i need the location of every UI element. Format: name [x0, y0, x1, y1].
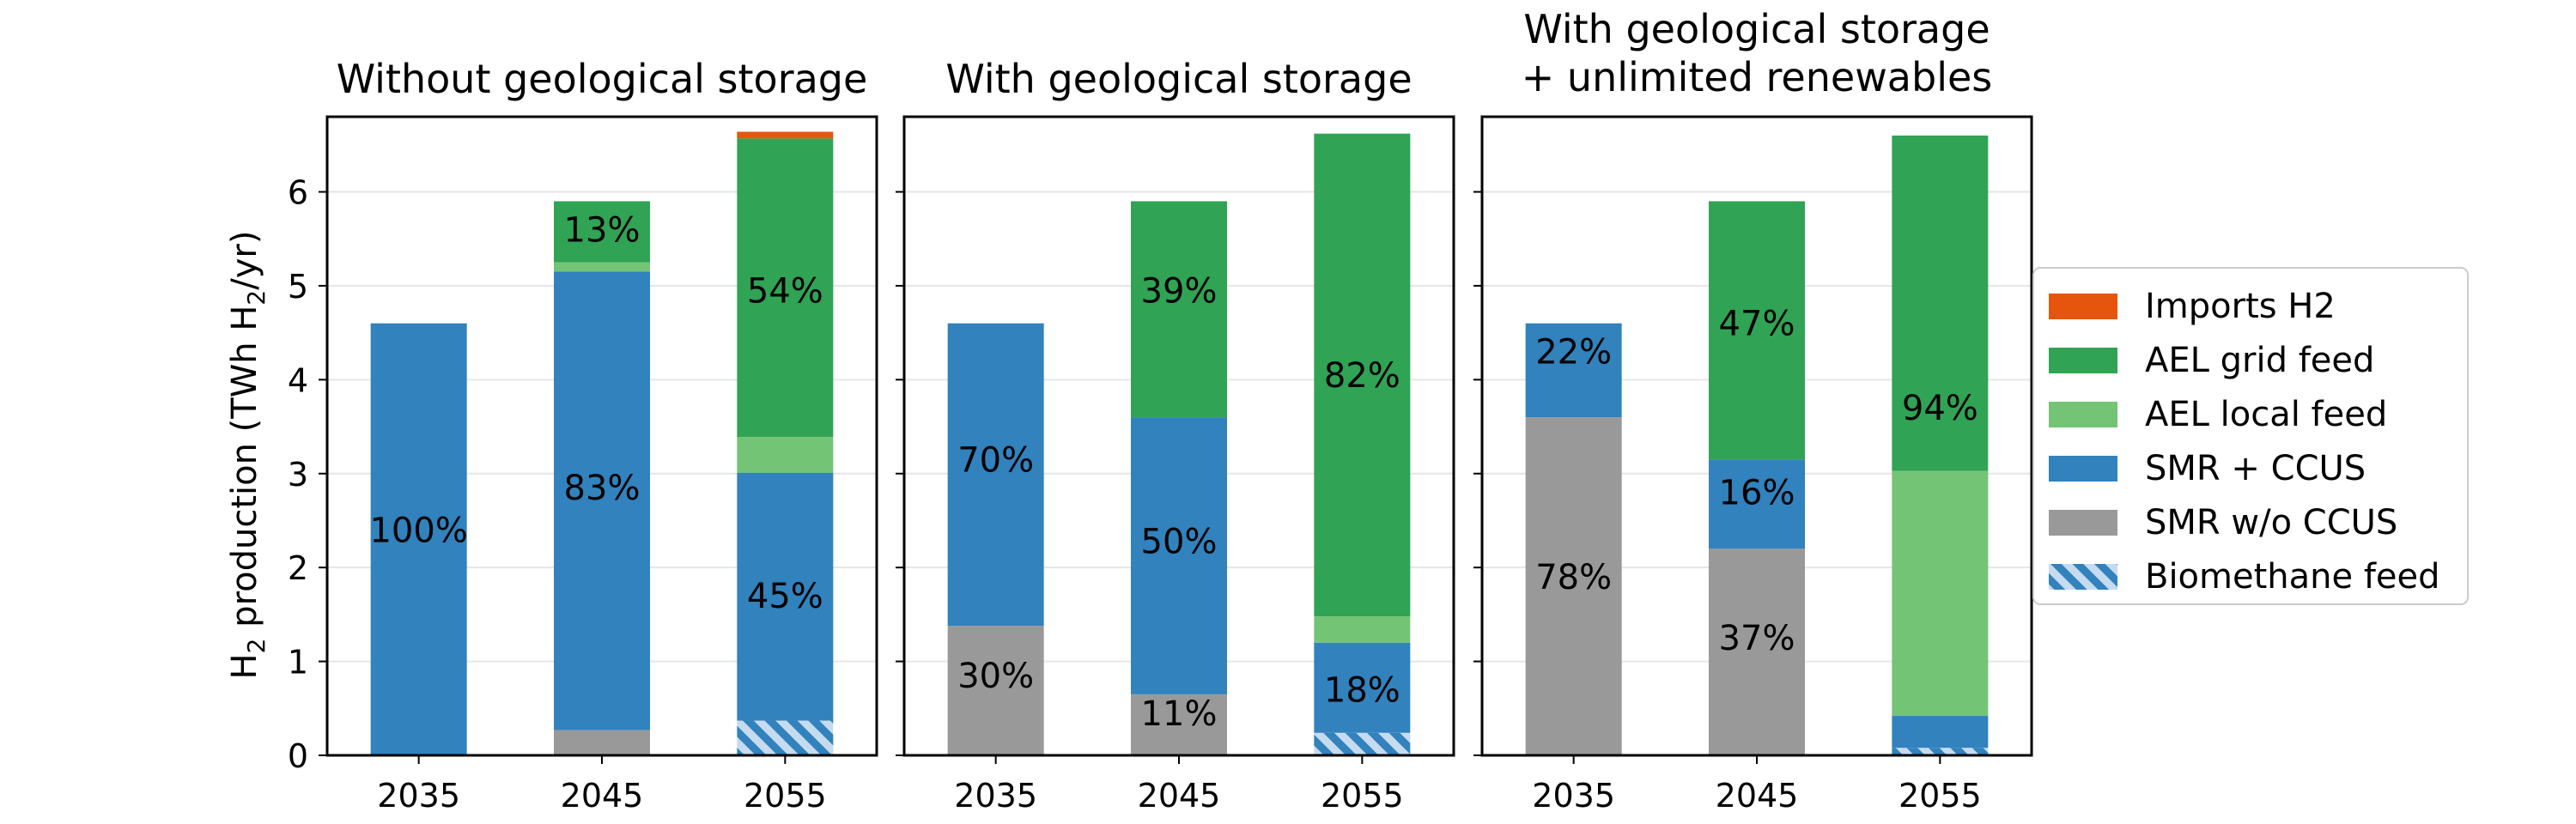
legend-swatch — [2049, 564, 2117, 590]
x-tick-label: 2055 — [1321, 777, 1404, 815]
bar-segment — [1709, 548, 1805, 755]
axes-frame — [325, 115, 878, 757]
y-axis-label: H2 production (TWh H2/yr) — [225, 231, 270, 680]
chart-title: + unlimited renewables — [1522, 54, 1993, 100]
bar-segment — [947, 323, 1044, 627]
bar-segment — [737, 131, 834, 139]
bar-segment — [737, 437, 834, 473]
bar-segment — [947, 626, 1044, 755]
bar-segment — [554, 201, 650, 263]
data-label: 22% — [1535, 333, 1612, 373]
data-label: 11% — [1141, 694, 1218, 734]
legend-swatch — [2049, 348, 2117, 373]
bar-segment — [1525, 323, 1622, 418]
chart-panel-3: 2035 2045 2055 78% 22% 37% 16% 47% 94% With geolo… — [1473, 6, 2033, 815]
bar-segment — [1131, 417, 1227, 694]
data-label: 37% — [1719, 619, 1795, 658]
bar-segment — [1314, 732, 1411, 755]
data-label: 100% — [369, 511, 467, 550]
chart-title: Without geological storage — [337, 56, 868, 102]
legend-label: AEL local feed — [2145, 395, 2387, 434]
y-tick-label: 4 — [288, 361, 308, 399]
legend-label: Imports H2 — [2145, 287, 2336, 326]
legend-swatch — [2049, 402, 2117, 427]
bar-segment — [1892, 748, 1989, 755]
bar-segment — [1131, 201, 1227, 418]
bar-segment — [1525, 417, 1622, 755]
x-tick-label: 2045 — [1138, 777, 1221, 815]
bar-segment — [737, 720, 834, 755]
axes-frame — [902, 115, 1455, 757]
bar-segment — [1314, 616, 1411, 643]
y-tick-label: 3 — [288, 456, 308, 494]
data-label: 50% — [1141, 523, 1218, 562]
legend-swatch — [2049, 510, 2117, 536]
bar-segment — [1709, 459, 1805, 549]
bar-segment — [1892, 470, 1989, 717]
legend-label: SMR w/o CCUS — [2145, 503, 2397, 542]
bar-segment — [1892, 135, 1989, 471]
data-label: 94% — [1902, 389, 1978, 428]
y-axis-label-text: H2 production (TWh H2/yr) — [225, 231, 270, 680]
bar-segment — [1709, 201, 1805, 460]
bar-segment — [1314, 133, 1411, 617]
x-tick-label: 2035 — [377, 777, 460, 815]
data-label: 70% — [957, 440, 1034, 480]
legend: Imports H2 AEL grid feed AEL local feed SMR… — [2032, 267, 2469, 605]
y-tick-label: 5 — [288, 268, 308, 306]
data-label: 30% — [957, 657, 1034, 696]
bar-segment — [1892, 716, 1989, 748]
chart-title: With geological storage — [945, 56, 1412, 102]
x-tick-label: 2055 — [1899, 777, 1982, 815]
chart-panel-2: 2035 2045 2055 30% 70% 11% 50% 39% 18% 82% With ge… — [896, 56, 1455, 815]
axes-frame — [1480, 115, 2033, 757]
data-label: 16% — [1719, 474, 1795, 513]
x-tick-label: 2035 — [954, 777, 1037, 815]
data-label: 54% — [747, 271, 823, 311]
legend-label: Biomethane feed — [2145, 557, 2440, 597]
legend-box — [2032, 267, 2469, 605]
legend-swatch — [2049, 456, 2117, 482]
bar-segment — [737, 138, 834, 438]
bar-segment — [554, 730, 650, 755]
chart-panels: 2035 2045 2055 100% 83% 13% 45% 54% 0 1 2 3 4 5 6 Witho… — [288, 6, 2033, 815]
bar-segment — [1131, 694, 1227, 755]
chart-panel-1: 2035 2045 2055 100% 83% 13% 45% 54% 0 1 2 3 4 5 6 Witho… — [288, 56, 878, 815]
y-tick-label: 2 — [288, 549, 308, 587]
data-label: 39% — [1141, 271, 1218, 311]
chart-title: With geological storage — [1523, 6, 1990, 52]
bar-segment — [1314, 642, 1411, 733]
bar-segment — [370, 323, 467, 755]
data-label: 78% — [1535, 558, 1612, 597]
legend-label: AEL grid feed — [2145, 341, 2374, 380]
data-label: 45% — [747, 577, 823, 616]
data-label: 82% — [1324, 356, 1400, 396]
y-tick-label: 1 — [288, 644, 308, 682]
legend-swatch — [2049, 294, 2117, 319]
x-tick-label: 2055 — [744, 777, 827, 815]
x-tick-label: 2045 — [561, 777, 644, 815]
data-label: 47% — [1719, 305, 1795, 344]
bar-segment — [554, 262, 650, 272]
data-label: 83% — [564, 469, 641, 508]
y-tick-label: 0 — [288, 737, 308, 775]
bar-segment — [554, 271, 650, 730]
y-tick-label: 6 — [288, 174, 308, 212]
bar-segment — [737, 472, 834, 721]
legend-label: SMR + CCUS — [2145, 449, 2366, 488]
data-label: 18% — [1324, 670, 1400, 710]
x-tick-label: 2045 — [1716, 777, 1799, 815]
x-tick-label: 2035 — [1532, 777, 1615, 815]
data-label: 13% — [564, 210, 641, 250]
